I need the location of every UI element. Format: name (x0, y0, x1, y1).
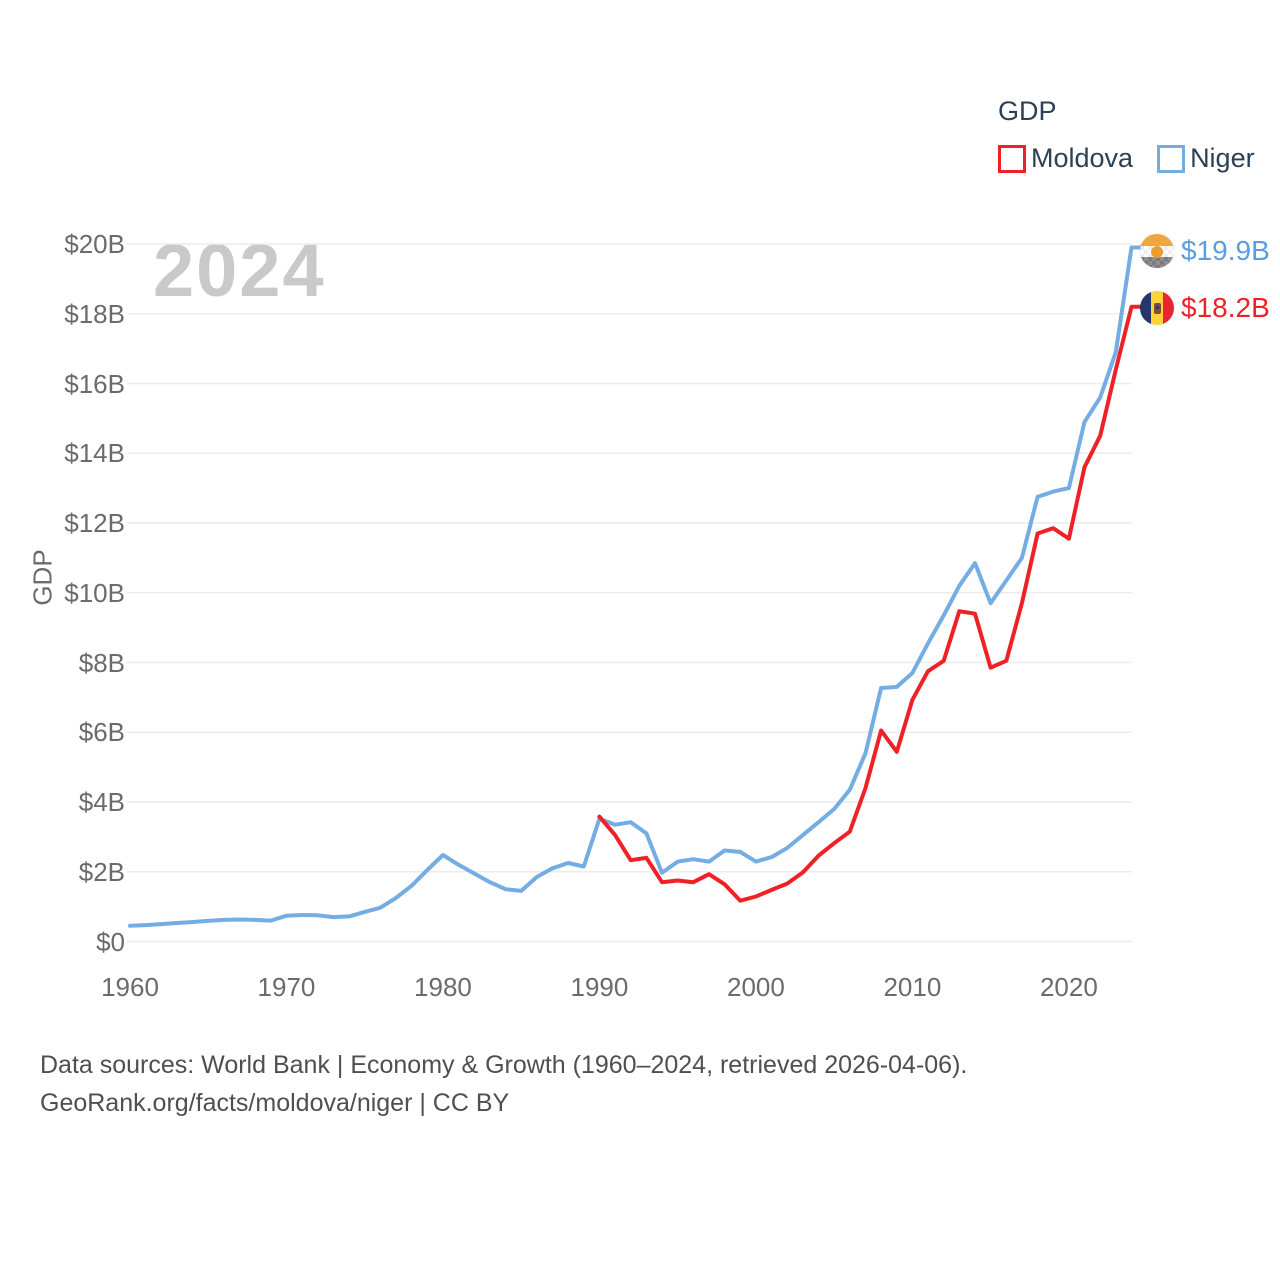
y-tick-label: $14B (64, 438, 125, 469)
x-tick-label: 1970 (257, 972, 316, 1002)
gridlines (127, 243, 1132, 943)
legend-item-niger[interactable]: Niger (1157, 143, 1255, 174)
moldova-flag-blue-band (1140, 291, 1152, 325)
niger-flag-white-band (1140, 245, 1174, 258)
x-tick-label: 1960 (101, 972, 159, 1002)
legend-item-label-moldova: Moldova (1031, 143, 1134, 173)
legend: GDP Moldova Niger (998, 96, 1255, 174)
niger-swatch-icon (1157, 144, 1186, 173)
y-tick-label: $0 (96, 926, 125, 957)
legend-items: Moldova Niger (998, 143, 1255, 174)
moldova-line[interactable] (597, 304, 1143, 903)
y-tick-label: $20B (64, 229, 125, 259)
y-tick-label: $4B (78, 787, 125, 817)
y-tick-label: $16B (64, 368, 125, 399)
watermark-year: 2024 (153, 229, 326, 312)
moldova-flag-emblem (1153, 303, 1161, 314)
moldova-value-label: $18.2B (1181, 292, 1270, 323)
x-tick-label: 2020 (1039, 972, 1098, 1002)
footer: Data sources: World Bank | Economy & Gro… (40, 1046, 967, 1122)
moldova-flag-yellow-band (1151, 291, 1163, 325)
legend-item-label-niger: Niger (1190, 143, 1255, 173)
footer-attribution-link: GeoRank.org/facts/moldova/niger | CC BY (40, 1089, 510, 1117)
moldova-flag-icon (1140, 291, 1174, 325)
x-tick-label: 2000 (726, 972, 785, 1002)
y-tick-label: $10B (64, 577, 125, 608)
x-tick-label: 1980 (414, 972, 472, 1002)
x-tick-label: 1990 (570, 972, 629, 1002)
y-tick-label: $8B (78, 647, 125, 678)
niger-flag-green-band (1140, 257, 1174, 268)
niger-flag-sun-disc (1151, 245, 1163, 258)
footer-data-sources: Data sources: World Bank | Economy & Gro… (40, 1051, 968, 1079)
legend-title: GDP (998, 96, 1057, 126)
moldova-swatch-icon (998, 144, 1026, 173)
moldova-flag-red-band (1162, 291, 1174, 325)
y-tick-label: $2B (78, 856, 125, 887)
x-tick-label: 2010 (883, 972, 942, 1002)
y-tick-label: $12B (64, 508, 125, 538)
niger-flag-orange-band (1140, 234, 1174, 246)
gdp-line-chart[interactable] (0, 0, 1280, 1020)
niger-value-label: $19.9B (1181, 235, 1270, 266)
y-tick-label: $18B (64, 298, 125, 329)
legend-item-moldova[interactable]: Moldova (998, 143, 1133, 174)
niger-flag-icon (1140, 234, 1174, 268)
niger-line[interactable] (128, 245, 1143, 928)
y-tick-label: $6B (78, 717, 125, 748)
